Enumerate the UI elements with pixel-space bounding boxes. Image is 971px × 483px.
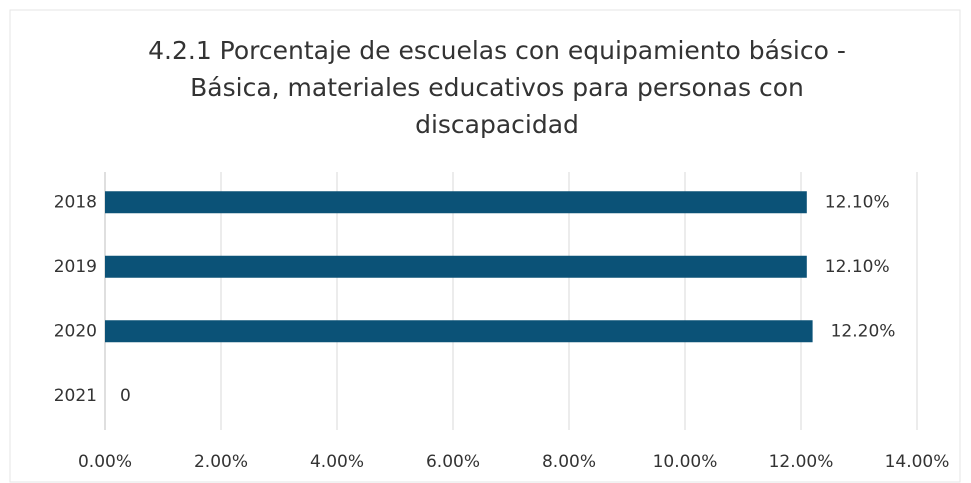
x-tick-label: 2.00% [194,452,248,472]
y-tick-label: 2021 [54,386,97,406]
data-label: 0 [120,386,131,406]
y-tick-label: 2018 [54,192,97,212]
x-tick-label: 0.00% [78,452,132,472]
x-tick-label: 6.00% [426,452,480,472]
x-tick-label: 10.00% [653,452,718,472]
x-tick-label: 8.00% [542,452,596,472]
bar [105,255,807,278]
data-label: 12.10% [825,192,890,212]
y-tick-label: 2019 [54,257,97,277]
y-tick-label: 2020 [54,321,97,341]
bar [105,191,807,214]
x-tick-label: 14.00% [885,452,950,472]
data-label: 12.10% [825,257,890,277]
chart-border [9,9,961,483]
x-tick-label: 12.00% [769,452,834,472]
data-label: 12.20% [831,321,896,341]
x-tick-label: 4.00% [310,452,364,472]
chart-title: 4.2.1 Porcentaje de escuelas con equipam… [148,36,846,139]
bar [105,320,813,343]
